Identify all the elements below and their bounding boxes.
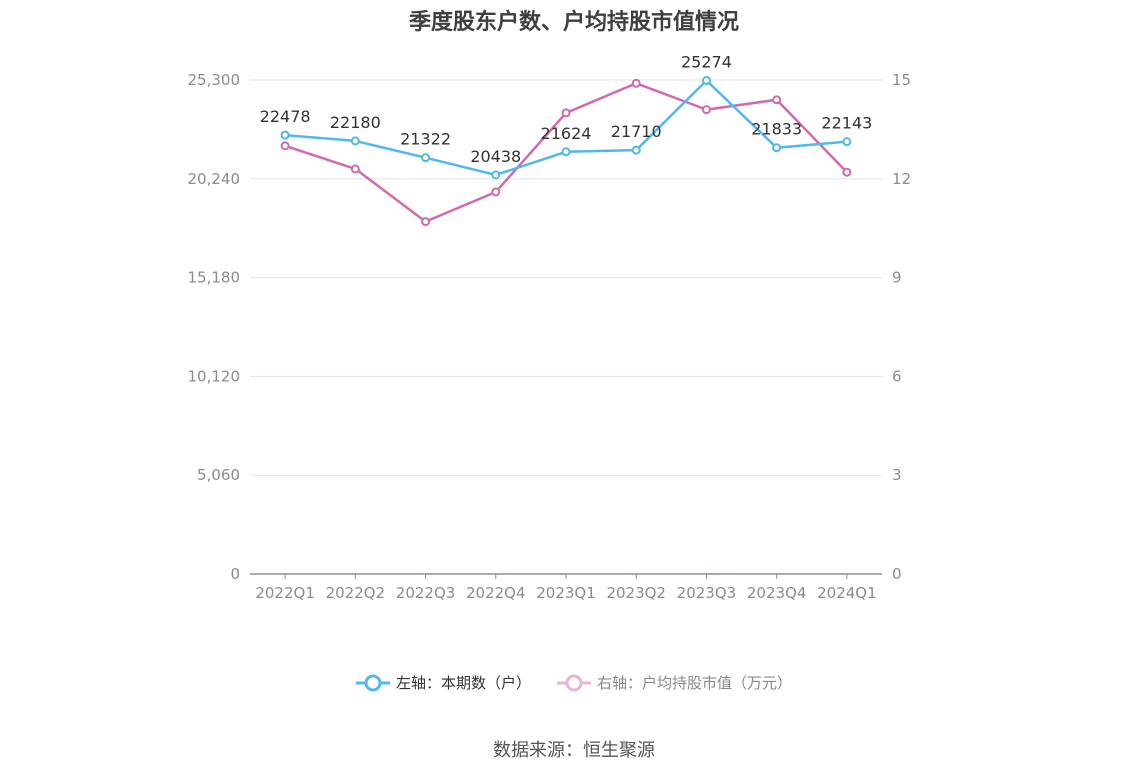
- left-series-point: [350, 136, 360, 146]
- left-tick-label: 25,300: [188, 71, 241, 89]
- x-tick-label: 2024Q1: [817, 584, 877, 602]
- left-series-point: [701, 76, 711, 86]
- legend-right-label: 右轴：户均持股市值（万元）: [597, 674, 793, 692]
- data-label: 21322: [400, 130, 451, 149]
- right-tick-label: 3: [892, 466, 902, 484]
- left-tick-label: 20,240: [188, 170, 241, 188]
- x-tick-label: 2022Q1: [255, 584, 315, 602]
- left-series-point: [561, 147, 571, 157]
- data-label: 21624: [541, 124, 592, 143]
- right-tick-label: 12: [892, 170, 911, 188]
- left-series-point: [842, 137, 852, 147]
- data-label: 22180: [330, 113, 381, 132]
- source-note: 数据来源：恒生聚源: [493, 740, 655, 761]
- series-left: [280, 76, 852, 180]
- chart-title: 季度股东户数、户均持股市值情况: [408, 10, 739, 35]
- right-series-point: [701, 105, 711, 115]
- x-tick-label: 2022Q3: [396, 584, 456, 602]
- x-tick-label: 2023Q2: [606, 584, 666, 602]
- left-series-point: [280, 130, 290, 140]
- left-tick-label: 5,060: [197, 466, 240, 484]
- legend-left-label: 左轴：本期数（户）: [395, 674, 531, 692]
- data-label: 22478: [260, 107, 311, 126]
- left-series-point: [491, 170, 501, 180]
- right-series-point: [561, 108, 571, 118]
- legend-item-right[interactable]: 右轴：户均持股市值（万元）: [557, 672, 792, 693]
- grid-lines: [250, 79, 882, 476]
- data-label: 20438: [470, 147, 521, 166]
- legend-right-icon: [557, 674, 591, 691]
- legend: 左轴：本期数（户） 右轴：户均持股市值（万元）: [0, 672, 1148, 693]
- left-axis-ticks: 0 5,060 10,120 15,180 20,240 25,300: [188, 71, 241, 583]
- left-series-point: [421, 153, 431, 163]
- left-series-point: [631, 145, 641, 155]
- data-label: 22143: [821, 114, 872, 133]
- right-series-point: [280, 141, 290, 151]
- x-tick-label: 2023Q4: [747, 584, 807, 602]
- series-right: [280, 78, 852, 227]
- right-tick-label: 0: [892, 565, 902, 583]
- right-series-point: [421, 217, 431, 227]
- right-tick-label: 9: [892, 269, 902, 287]
- data-labels: 22478 22180 21322 20438 21624 21710 25274 21833…: [260, 53, 873, 166]
- data-label: 25274: [681, 53, 732, 72]
- right-axis-ticks: 0 3 6 9 12 15: [892, 71, 911, 583]
- x-axis: 2022Q1 2022Q2 2022Q3 2022Q4 2023Q1 2023Q2 2023…: [250, 573, 882, 602]
- x-tick-label: 2022Q4: [466, 584, 526, 602]
- legend-item-left[interactable]: 左轴：本期数（户）: [355, 672, 531, 693]
- x-tick-label: 2023Q3: [677, 584, 737, 602]
- data-label: 21710: [611, 122, 662, 141]
- right-series-point: [350, 164, 360, 174]
- right-series-point: [842, 167, 852, 177]
- right-series-point: [631, 78, 641, 88]
- left-tick-label: 15,180: [188, 269, 241, 287]
- left-tick-label: 0: [230, 565, 240, 583]
- right-tick-label: 15: [892, 71, 911, 89]
- data-label: 21833: [751, 120, 802, 139]
- x-tick-label: 2022Q2: [326, 584, 386, 602]
- left-tick-label: 10,120: [188, 367, 241, 385]
- legend-left-icon: [355, 674, 390, 691]
- right-tick-label: 6: [892, 367, 902, 385]
- x-tick-label: 2023Q1: [536, 584, 596, 602]
- left-series-point: [772, 143, 782, 153]
- right-series-point: [772, 95, 782, 105]
- right-series-point: [491, 187, 501, 197]
